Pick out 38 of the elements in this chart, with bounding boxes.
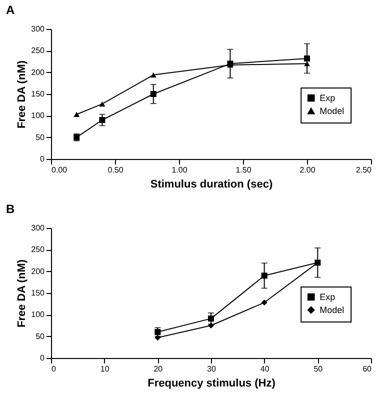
y-axis-title: Free DA (nM) — [16, 60, 28, 129]
legend-label: Model — [320, 106, 344, 116]
y-tick-label: 0 — [40, 354, 46, 362]
x-tick-label: 2.50 — [356, 166, 372, 174]
x-tick-label: 20 — [154, 364, 164, 374]
x-tick-label: 40 — [260, 364, 270, 374]
y-tick-label: 100 — [31, 111, 46, 120]
x-tick-label: 0 — [52, 364, 56, 374]
x-axis-title: Frequency stimulus (Hz) — [148, 378, 276, 390]
point — [261, 300, 268, 306]
x-tick-label: 2.00 — [300, 166, 316, 174]
y-tick-label: 300 — [31, 24, 46, 34]
y-tick-label: 150 — [31, 90, 46, 98]
y-tick-label: 0 — [40, 154, 46, 164]
y-tick-label: 150 — [31, 288, 46, 298]
y-tick-label: 50 — [36, 132, 46, 142]
y-tick-label: 200 — [31, 266, 46, 276]
x-tick-label: 10 — [100, 364, 110, 374]
chart-title: B — [6, 202, 15, 216]
y-tick-label: 100 — [31, 310, 46, 320]
x-tick-label: 30 — [207, 364, 216, 374]
legend-label: Exp — [320, 93, 336, 103]
x-tick-label: 0.00 — [52, 166, 68, 174]
y-axis-title: Free DA (nM) — [16, 259, 28, 328]
y-tick-label: 300 — [31, 224, 46, 232]
y-tick-label: 200 — [31, 68, 46, 77]
y-tick-label: 250 — [31, 245, 46, 254]
chart-title: A — [6, 3, 15, 17]
x-tick-label: 0.50 — [108, 166, 124, 174]
legend-label: Exp — [320, 292, 336, 302]
x-tick-label: 1.50 — [236, 166, 252, 174]
x-axis-title: Stimulus duration (sec) — [150, 178, 273, 190]
legend-label: Model — [320, 305, 344, 315]
x-tick-label: 50 — [314, 364, 324, 374]
x-tick-label: 1.00 — [172, 166, 188, 174]
y-tick-label: 50 — [36, 332, 46, 341]
x-tick-label: 60 — [362, 364, 372, 374]
y-tick-label: 250 — [31, 46, 46, 56]
